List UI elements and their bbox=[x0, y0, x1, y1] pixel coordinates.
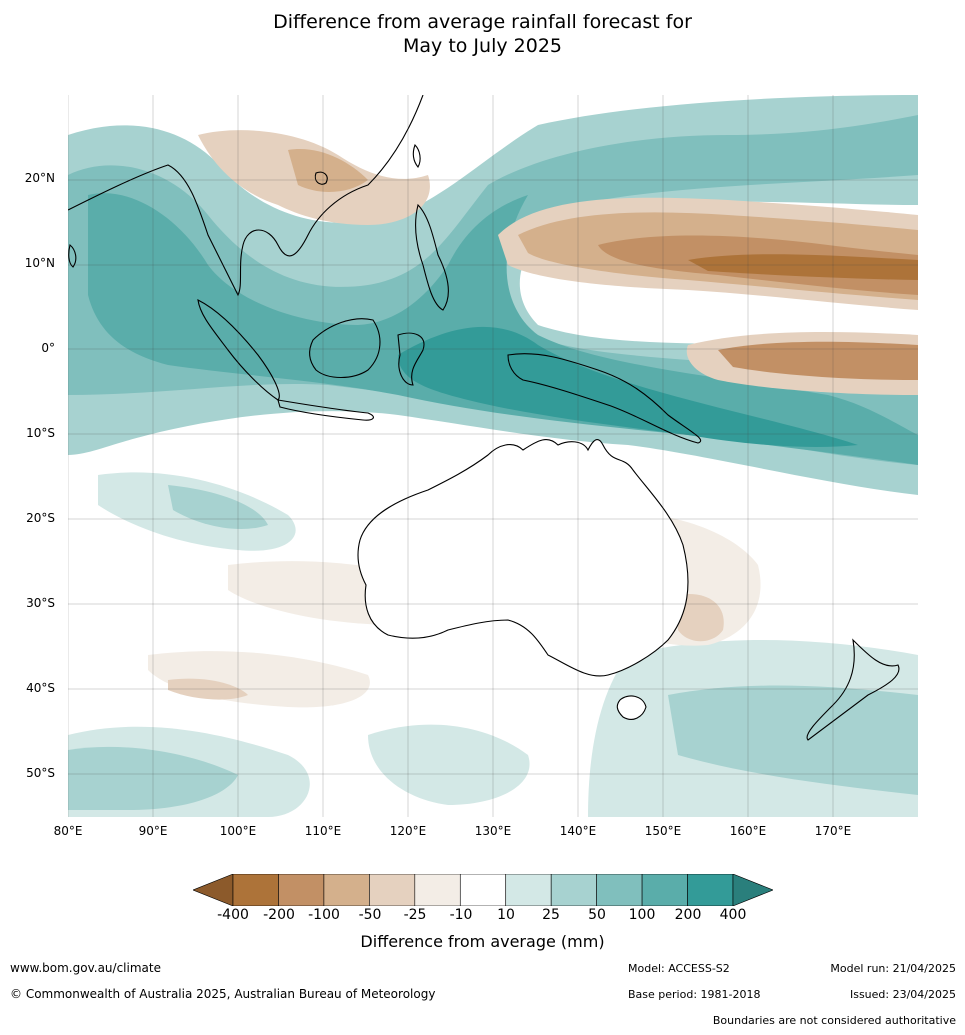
australia-coastline bbox=[357, 439, 689, 677]
dry-region-southwest-mid bbox=[168, 678, 248, 700]
dry-region-indochina-mid bbox=[288, 149, 368, 192]
footer-base-period: Base period: 1981-2018 bbox=[628, 988, 761, 1001]
title-line-1: Difference from average rainfall forecas… bbox=[273, 11, 692, 33]
dry-region-south-australia bbox=[678, 594, 724, 642]
lat-label-40s: 40°S bbox=[26, 681, 55, 695]
taiwan-coastline bbox=[412, 144, 421, 168]
new-guinea-coastline bbox=[507, 353, 701, 444]
colorbar-cell bbox=[278, 874, 325, 906]
colorbar-tick: 400 bbox=[719, 907, 747, 923]
colorbar-tick: 100 bbox=[628, 907, 656, 923]
tasmania-coastline bbox=[616, 695, 647, 720]
wet-region-core bbox=[398, 326, 858, 447]
new-zealand-coastline bbox=[806, 638, 900, 741]
colorbar-tick: -400 bbox=[217, 907, 249, 923]
footer-model-run: Model run: 21/04/2025 bbox=[830, 962, 956, 975]
colorbar-title: Difference from average (mm) bbox=[360, 932, 605, 951]
colorbar-tick: 10 bbox=[497, 907, 515, 923]
colorbar-tick: -50 bbox=[358, 907, 382, 923]
colorbar bbox=[193, 874, 773, 906]
footer-url: www.bom.gov.au/climate bbox=[10, 961, 161, 975]
footer-disclaimer: Boundaries are not considered authoritat… bbox=[712, 1014, 956, 1027]
hainan-coastline bbox=[314, 171, 328, 185]
wet-region-southern-ocean-west-mid bbox=[68, 746, 238, 810]
footer-copyright: © Commonwealth of Australia 2025, Austra… bbox=[10, 987, 436, 1001]
lon-label-90e: 90°E bbox=[138, 824, 168, 838]
wet-region-southern-ocean-east-mid bbox=[668, 685, 918, 795]
lon-label-80e: 80°E bbox=[53, 824, 83, 838]
title-line-2: May to July 2025 bbox=[403, 35, 562, 57]
lon-label-140e: 140°E bbox=[559, 824, 597, 838]
colorbar-cell bbox=[687, 874, 734, 906]
colorbar-cell bbox=[596, 874, 643, 906]
lat-label-30s: 30°S bbox=[26, 596, 55, 610]
graticule bbox=[68, 95, 918, 817]
footer-model: Model: ACCESS-S2 bbox=[628, 962, 730, 975]
lat-label-50s: 50°S bbox=[26, 766, 55, 780]
lat-label-10s: 10°S bbox=[26, 426, 55, 440]
colorbar-tick: -25 bbox=[403, 907, 427, 923]
colorbar-tick: 25 bbox=[542, 907, 560, 923]
colorbar-tick: -100 bbox=[308, 907, 340, 923]
colorbar-tick: 50 bbox=[588, 907, 606, 923]
colorbar-extend-low bbox=[193, 874, 234, 906]
lon-label-110e: 110°E bbox=[304, 824, 342, 838]
colorbar-cell bbox=[369, 874, 416, 906]
sulawesi-coastline bbox=[397, 332, 425, 386]
lon-label-120e: 120°E bbox=[389, 824, 427, 838]
colorbar-cell bbox=[232, 874, 279, 906]
philippines-coastline bbox=[414, 203, 449, 311]
colorbar-cell bbox=[505, 874, 552, 906]
map-title: Difference from average rainfall forecas… bbox=[0, 10, 965, 58]
dry-band-north-core bbox=[688, 254, 918, 280]
wet-region-indian-ocean-mid bbox=[168, 485, 268, 530]
colorbar-tick: -10 bbox=[449, 907, 473, 923]
asia-mainland-coastline bbox=[68, 95, 424, 297]
lon-label-160e: 160°E bbox=[729, 824, 767, 838]
colorbar-cell bbox=[323, 874, 370, 906]
colorbar-tick: -200 bbox=[263, 907, 295, 923]
colorbar-extend-high bbox=[732, 874, 773, 906]
borneo-coastline bbox=[309, 318, 381, 379]
colorbar-cell bbox=[459, 874, 507, 906]
colorbar-cells bbox=[193, 874, 773, 906]
map-canvas bbox=[68, 95, 918, 817]
lat-label-20s: 20°S bbox=[26, 511, 55, 525]
sri-lanka-coastline bbox=[68, 244, 77, 268]
lat-label-20n: 20°N bbox=[24, 171, 55, 185]
colorbar-cell bbox=[414, 874, 461, 906]
lon-label-130e: 130°E bbox=[474, 824, 512, 838]
lat-label-0: 0° bbox=[41, 341, 55, 355]
footer-issued: Issued: 23/04/2025 bbox=[849, 988, 956, 1001]
java-coastline bbox=[277, 399, 374, 421]
colorbar-cell bbox=[641, 874, 688, 906]
wet-region-southern-ocean-center bbox=[368, 724, 530, 805]
colorbar-cell bbox=[550, 874, 597, 906]
colorbar-tick: 200 bbox=[674, 907, 702, 923]
lon-label-100e: 100°E bbox=[219, 824, 257, 838]
dry-band-equator-mid bbox=[718, 341, 918, 380]
lon-label-150e: 150°E bbox=[644, 824, 682, 838]
lat-label-10n: 10°N bbox=[24, 256, 55, 270]
rainfall-map bbox=[68, 95, 918, 817]
coastlines bbox=[68, 95, 900, 741]
lon-label-170e: 170°E bbox=[814, 824, 852, 838]
